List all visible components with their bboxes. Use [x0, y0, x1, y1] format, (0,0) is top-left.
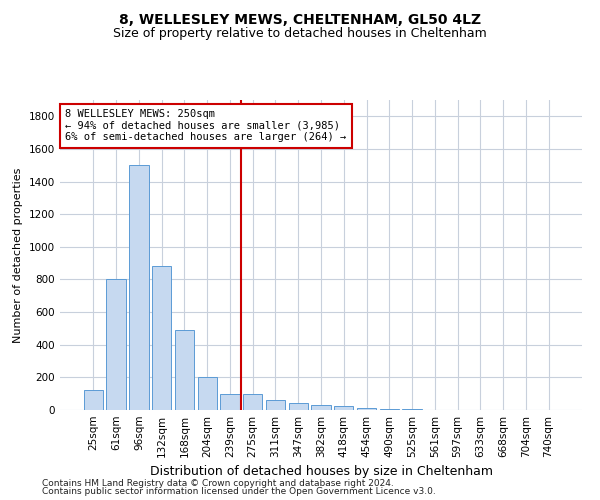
Bar — [175, 330, 194, 410]
Bar — [84, 390, 103, 410]
Text: Contains public sector information licensed under the Open Government Licence v3: Contains public sector information licen… — [42, 487, 436, 496]
Text: 8, WELLESLEY MEWS, CHELTENHAM, GL50 4LZ: 8, WELLESLEY MEWS, CHELTENHAM, GL50 4LZ — [119, 12, 481, 26]
Text: Size of property relative to detached houses in Cheltenham: Size of property relative to detached ho… — [113, 28, 487, 40]
Bar — [357, 408, 376, 410]
Text: 8 WELLESLEY MEWS: 250sqm
← 94% of detached houses are smaller (3,985)
6% of semi: 8 WELLESLEY MEWS: 250sqm ← 94% of detach… — [65, 110, 346, 142]
Bar — [311, 405, 331, 410]
Text: Contains HM Land Registry data © Crown copyright and database right 2024.: Contains HM Land Registry data © Crown c… — [42, 478, 394, 488]
Bar — [403, 409, 422, 410]
Bar — [334, 406, 353, 410]
Bar — [289, 404, 308, 410]
Bar — [220, 394, 239, 410]
Y-axis label: Number of detached properties: Number of detached properties — [13, 168, 23, 342]
Bar — [266, 400, 285, 410]
Bar — [243, 394, 262, 410]
Bar — [152, 266, 172, 410]
Bar — [380, 409, 399, 410]
Bar — [197, 378, 217, 410]
X-axis label: Distribution of detached houses by size in Cheltenham: Distribution of detached houses by size … — [149, 466, 493, 478]
Bar — [129, 166, 149, 410]
Bar — [106, 280, 126, 410]
